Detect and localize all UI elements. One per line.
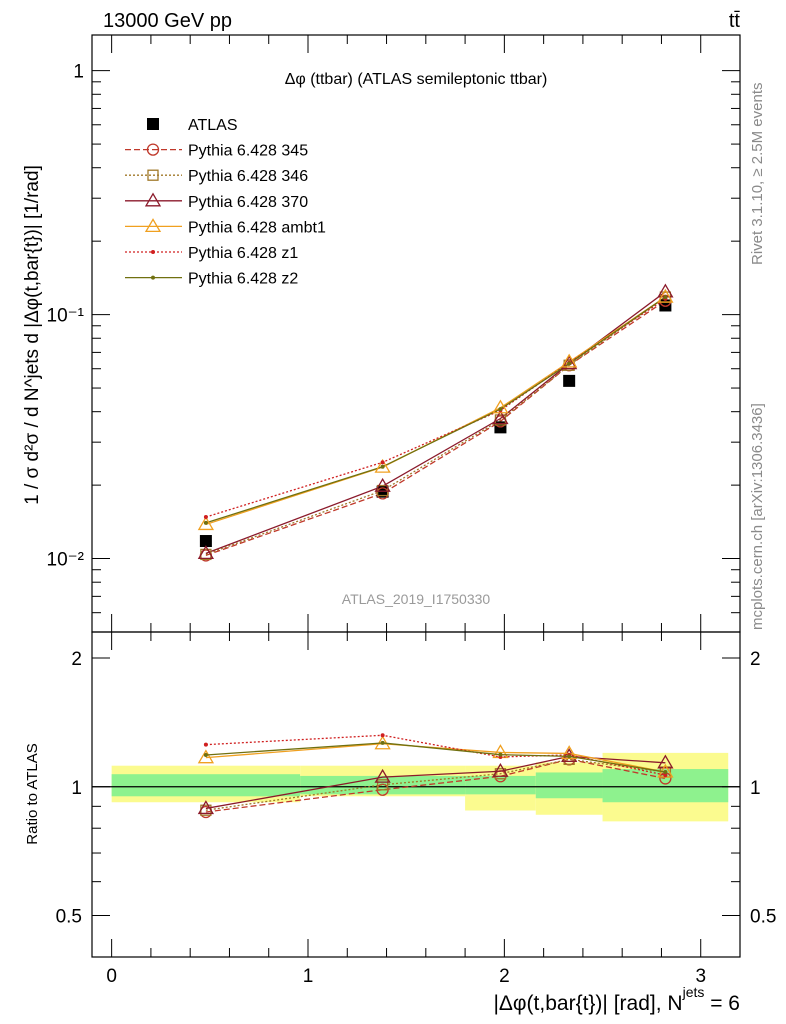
main-panel: 10⁻² 10⁻¹ 1 Δφ (ttbar) (ATLAS semileptonic… (22, 34, 741, 633)
ratio-y-tick-label-left: 1 (71, 778, 82, 799)
ratio-uncertainty-bands (92, 752, 740, 822)
x-tick-label: 3 (695, 966, 706, 987)
legend-marker (147, 118, 159, 130)
ratio-series-marker (663, 773, 668, 778)
ratio-panel: 0.5 0.5 1 1 2 2 0 1 2 3 Ratio to ATLAS (24, 631, 776, 987)
series-marker (374, 477, 391, 492)
series-line (205, 291, 666, 555)
ratio-y-axis-label: Ratio to ATLAS (24, 743, 41, 844)
ratio-series-line (205, 758, 666, 813)
series-marker (492, 410, 509, 425)
legend-entry-label: Pythia 6.428 z2 (188, 271, 298, 288)
ratio-y-tick-label-left: 0.5 (56, 907, 82, 928)
analysis-watermark: ATLAS_2019_I1750330 (342, 591, 491, 607)
series-marker (492, 399, 509, 414)
series-marker (203, 520, 208, 525)
y-axis-label: 1 / σ d²σ / d N^jets d |Δφ(t,bar{t})| [1… (22, 165, 43, 505)
ratio-series-marker (203, 752, 208, 757)
ratio-y-tick-label-right: 0.5 (750, 907, 776, 928)
series-line (205, 300, 666, 557)
process-label: 13000 GeV pp (103, 10, 232, 32)
x-axis-label: |Δφ(t,bar{t})| [rad], Njets = 6 (493, 984, 740, 1015)
ratio-series-marker (561, 745, 578, 760)
series-marker (563, 374, 576, 387)
series-marker (203, 515, 208, 520)
legend-entry-label: Pythia 6.428 370 (188, 194, 308, 211)
legend-entry-label: ATLAS (188, 117, 238, 134)
x-tick-label: 2 (499, 966, 510, 987)
main-axis-ticks: 10⁻² 10⁻¹ 1 (47, 35, 741, 633)
main-series-markers (197, 283, 674, 562)
series-line (205, 296, 666, 524)
ratio-inner-band (535, 772, 603, 799)
ratio-series-marker (203, 742, 208, 747)
rivet-version-label: Rivet 3.1.10, ≥ 2.5M events (749, 83, 766, 266)
ratio-inner-band (300, 775, 466, 795)
ratio-series-line (205, 743, 666, 773)
ratio-series-marker (663, 770, 668, 775)
series-marker (561, 355, 578, 370)
ratio-series-marker (498, 752, 503, 757)
series-marker (498, 407, 503, 412)
series-marker (380, 464, 385, 469)
legend-marker (151, 250, 155, 254)
legend-marker (147, 169, 159, 181)
x-tick-label: 1 (303, 966, 314, 987)
mcplots-label: mcplots.cern.ch [arXiv:1306.3436] (749, 403, 766, 630)
series-marker (197, 545, 215, 560)
legend: ATLAS Pythia 6.428 345 Pythia 6.428 346 Pyt… (125, 117, 326, 288)
plot-title: Δφ (ttbar) (ATLAS semileptonic ttbar) (285, 71, 548, 88)
x-axis-label-main: |Δφ(t,bar{t})| [rad], N (493, 992, 682, 1015)
legend-entry-label: Pythia 6.428 ambt1 (188, 219, 326, 236)
ratio-y-tick-label-left: 2 (71, 649, 82, 670)
ratio-series-marker (374, 768, 391, 783)
main-series-lines (205, 291, 666, 557)
ratio-inner-band (111, 774, 301, 797)
x-axis-label-suffix: = 6 (704, 992, 740, 1015)
ratio-series-marker (197, 800, 215, 815)
legend-entry-label: Pythia 6.428 346 (188, 168, 308, 185)
series-marker (567, 361, 572, 366)
ratio-series-marker (380, 733, 385, 738)
series-line (205, 298, 666, 518)
series-marker (561, 353, 578, 368)
series-marker (380, 460, 385, 465)
ratio-frame (91, 631, 741, 958)
ratio-series-marker (657, 754, 674, 769)
final-state-label: tt̄ (729, 10, 741, 32)
ratio-inner-band (465, 775, 536, 795)
ratio-series-marker (197, 749, 215, 764)
x-tick-label: 0 (106, 966, 117, 987)
ratio-series-marker (380, 740, 385, 745)
legend-entry-label: Pythia 6.428 z1 (188, 245, 298, 262)
ratio-y-tick-label-right: 1 (750, 778, 761, 799)
series-marker (197, 516, 215, 531)
ratio-series-line (205, 755, 666, 810)
legend-marker (144, 192, 162, 207)
x-axis-label-superscript: jets (682, 984, 705, 1000)
legend-marker (146, 143, 160, 156)
legend-marker (144, 218, 162, 233)
ratio-series-line (205, 758, 666, 811)
y-tick-label: 1 (73, 62, 84, 83)
ratio-series-marker (492, 762, 509, 777)
series-marker (663, 295, 668, 300)
ratio-y-tick-label-right: 2 (750, 649, 761, 670)
series-marker (657, 288, 674, 303)
ratio-series-marker (567, 754, 572, 759)
ratio-axis-ticks: 0.5 0.5 1 1 2 2 0 1 2 3 (56, 632, 776, 987)
series-marker (199, 535, 212, 548)
ratio-series-marker (376, 779, 389, 791)
ratio-series-lines (197, 733, 674, 819)
legend-marker (151, 275, 155, 280)
series-line (205, 296, 666, 526)
series-marker (374, 458, 391, 473)
y-tick-label: 10⁻¹ (47, 306, 85, 327)
legend-entry-label: Pythia 6.428 345 (188, 143, 308, 160)
y-tick-label: 10⁻² (47, 550, 85, 571)
series-marker (659, 299, 672, 312)
series-line (205, 296, 666, 556)
